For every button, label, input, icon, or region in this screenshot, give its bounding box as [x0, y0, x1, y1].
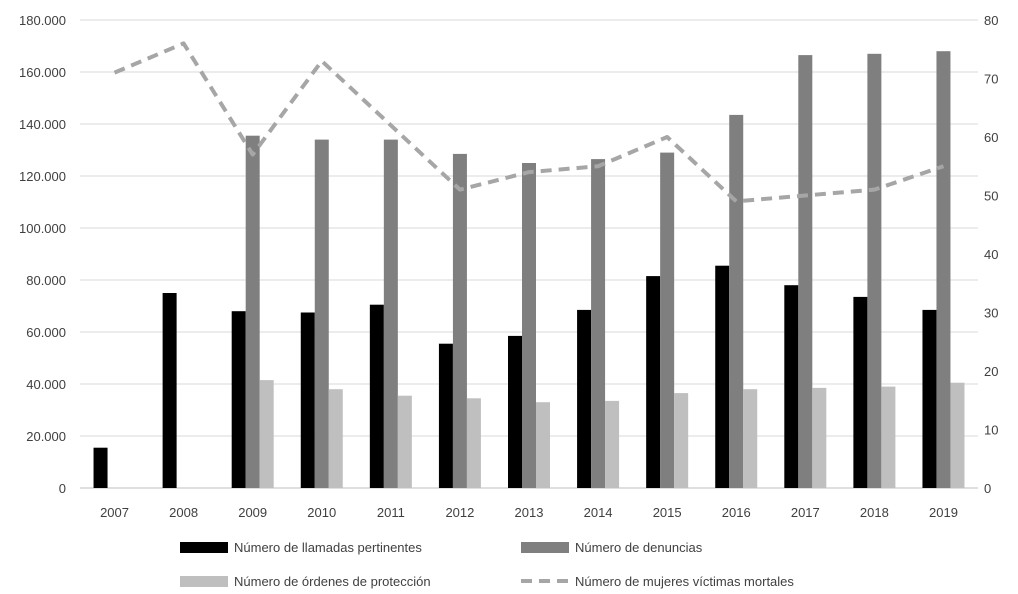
legend-label: Número de mujeres víctimas mortales	[575, 574, 794, 589]
x-tick-label: 2012	[445, 505, 474, 520]
bar-ordenes	[950, 382, 965, 488]
x-tick-label: 2007	[100, 505, 129, 520]
x-tick-label: 2011	[377, 505, 405, 520]
bar-denuncias	[314, 139, 329, 488]
x-tick-label: 2013	[515, 505, 544, 520]
bar-denuncias	[452, 153, 467, 488]
bar-llamadas	[93, 447, 108, 488]
bar-llamadas	[438, 343, 453, 488]
bar-denuncias	[591, 159, 606, 488]
left-tick-label: 60.000	[26, 325, 66, 340]
bar-marks	[93, 51, 965, 489]
right-tick-label: 0	[984, 481, 991, 496]
legend-label: Número de llamadas pertinentes	[234, 540, 422, 555]
x-tick-label: 2009	[238, 505, 267, 520]
left-tick-label: 120.000	[19, 169, 66, 184]
left-tick-label: 140.000	[19, 117, 66, 132]
x-tick-label: 2018	[860, 505, 889, 520]
right-tick-label: 40	[984, 247, 998, 262]
x-tick-label: 2019	[929, 505, 958, 520]
x-tick-label: 2015	[653, 505, 682, 520]
right-tick-label: 30	[984, 306, 998, 321]
bar-ordenes	[536, 402, 550, 488]
left-tick-label: 20.000	[26, 429, 66, 444]
legend-label: Número de órdenes de protección	[234, 574, 431, 589]
right-axis-ticks: 0 10 20 30 40 50 60 70 80	[984, 13, 998, 496]
legend-swatch	[180, 576, 228, 587]
bar-ordenes	[743, 389, 758, 488]
bar-denuncias	[936, 51, 951, 488]
left-tick-label: 0	[59, 481, 66, 496]
bar-denuncias	[798, 55, 813, 488]
bar-llamadas	[853, 296, 868, 488]
bar-llamadas	[577, 309, 592, 488]
x-axis-ticks: 2007 2008 2009 2010 2011 2012 2013 2014 2015 2016…	[100, 505, 958, 520]
bar-llamadas	[646, 276, 661, 488]
line-marks	[113, 41, 945, 204]
bar-ordenes	[259, 380, 274, 488]
bar-ordenes	[397, 395, 412, 488]
left-axis-ticks: 0 20.000 40.000 60.000 80.000 100.000 120.000 1…	[19, 13, 66, 496]
bar-denuncias	[660, 152, 675, 488]
left-tick-label: 80.000	[26, 273, 66, 288]
bar-ordenes	[812, 387, 827, 488]
x-tick-label: 2010	[307, 505, 336, 520]
legend-swatch	[521, 542, 569, 553]
legend-swatch	[180, 542, 228, 553]
right-tick-label: 60	[984, 130, 998, 145]
right-tick-label: 50	[984, 189, 998, 204]
bar-llamadas	[508, 335, 522, 488]
bar-llamadas	[922, 309, 937, 488]
bar-llamadas	[300, 312, 315, 488]
bar-ordenes	[328, 389, 343, 488]
left-tick-label: 40.000	[26, 377, 66, 392]
x-tick-label: 2017	[791, 505, 820, 520]
bar-llamadas	[231, 311, 246, 488]
x-tick-label: 2016	[722, 505, 751, 520]
bar-ordenes	[605, 400, 620, 488]
bar-ordenes	[674, 393, 689, 488]
bar-denuncias	[245, 135, 260, 488]
bar-denuncias	[522, 163, 536, 488]
right-tick-label: 70	[984, 72, 998, 87]
legend: Número de llamadas pertinentes Número de …	[180, 540, 794, 589]
x-tick-label: 2008	[169, 505, 198, 520]
left-tick-label: 160.000	[19, 65, 66, 80]
bar-llamadas	[715, 265, 730, 488]
bar-ordenes	[881, 386, 896, 488]
right-tick-label: 80	[984, 13, 998, 28]
bar-llamadas	[369, 304, 384, 488]
bar-llamadas	[162, 293, 177, 488]
bar-denuncias	[383, 139, 398, 488]
bar-denuncias	[729, 114, 744, 489]
left-tick-label: 180.000	[19, 13, 66, 28]
bar-ordenes	[466, 398, 481, 488]
bar-llamadas	[784, 285, 799, 488]
legend-label: Número de denuncias	[575, 540, 703, 555]
right-tick-label: 20	[984, 364, 998, 379]
bar-denuncias	[867, 53, 882, 489]
right-tick-label: 10	[984, 423, 998, 438]
x-tick-label: 2014	[584, 505, 613, 520]
left-tick-label: 100.000	[19, 221, 66, 236]
